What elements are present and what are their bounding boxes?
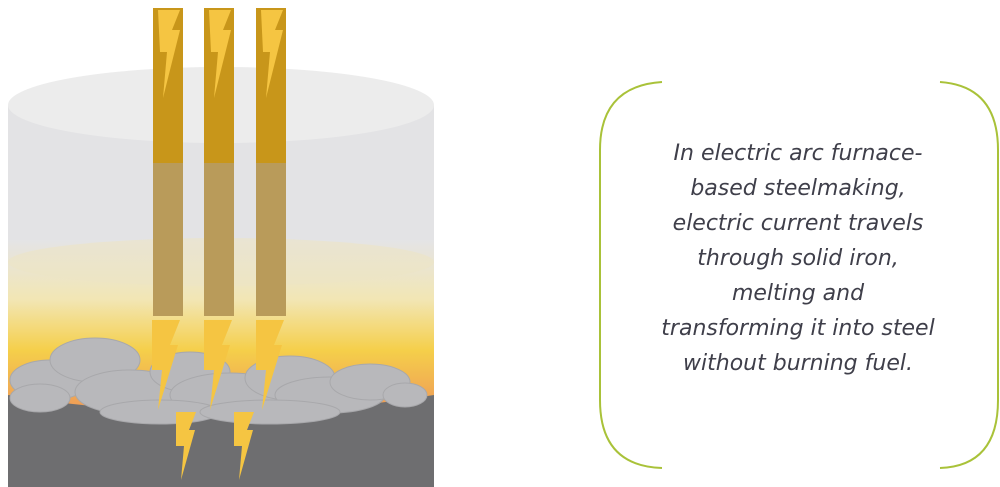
callout-box: In electric arc furnace- based steelmaki… [596,80,1000,470]
lightning-bolt-icon [209,10,231,98]
lightning-bolt-icon [158,10,180,98]
callout-line: melting and [731,281,865,306]
lightning-bolt-icon [256,320,284,410]
lightning-bolt-icon [234,412,254,480]
callout-text: In electric arc furnace- based steelmaki… [616,136,980,381]
callout-line: based steelmaking, [690,176,906,201]
callout-line: electric current travels [672,211,924,236]
electric-arc-furnace-illustration [8,8,434,487]
lightning-bolt-icon [176,412,196,480]
lightning-bolt-icon [261,10,283,98]
callout-line: transforming it into steel [661,316,935,341]
callout-line: through solid iron, [697,246,899,271]
callout-line: In electric arc furnace- [673,141,923,166]
lightning-bolt-icon [152,320,180,410]
callout-line: without burning fuel. [683,351,913,376]
callout-brackets [599,81,999,469]
lightning-bolt-icon [204,320,232,410]
